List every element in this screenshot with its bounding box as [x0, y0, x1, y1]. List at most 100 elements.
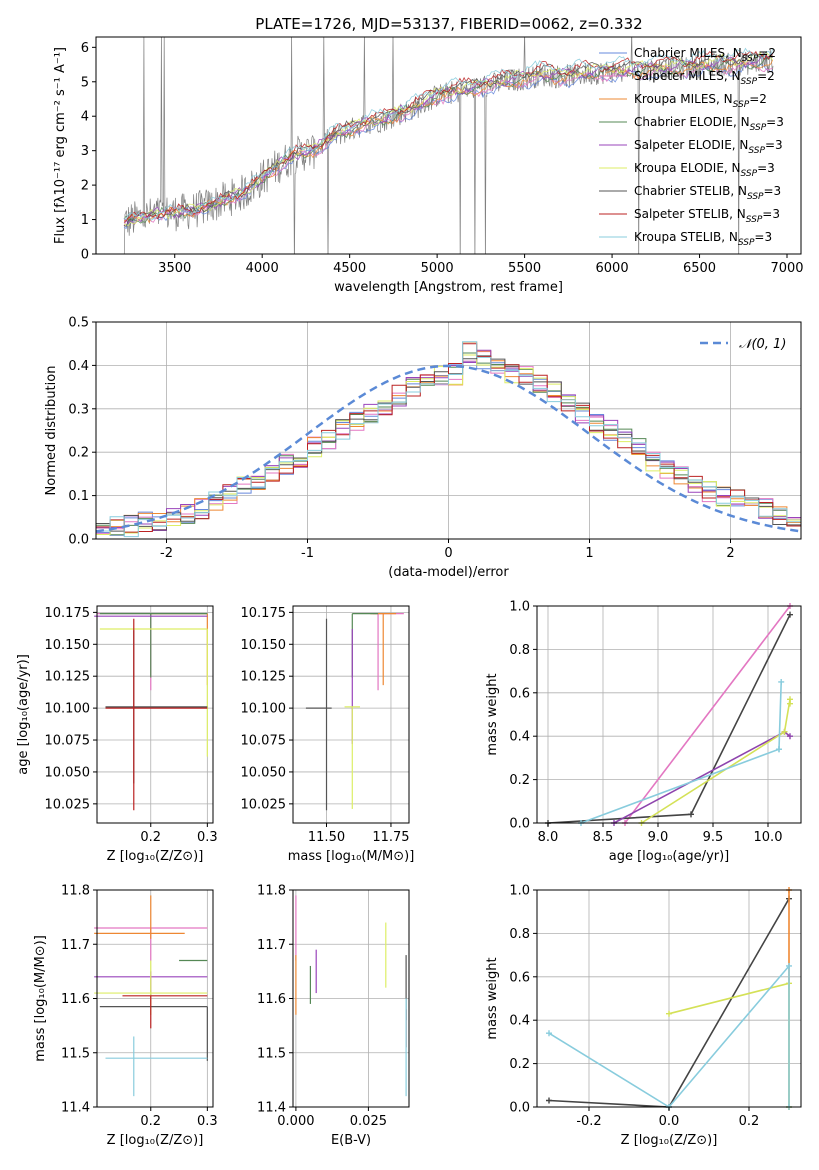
y-axis-label: Normed distribution: [44, 366, 59, 496]
legend-label: Salpeter MILES, NSSP=2: [634, 69, 775, 87]
y-axis-label: age [log₁₀(age/yr)]: [16, 654, 31, 775]
legend-text: Salpeter STELIB, N: [634, 207, 746, 221]
axes-frame: [96, 605, 214, 824]
legend-text: Kroupa ELODIE, N: [634, 161, 741, 175]
legend-text: =3: [765, 138, 783, 152]
y-tick-label: 0.5: [68, 316, 89, 331]
grid-lines: [293, 606, 409, 823]
residual-histogram-panel: -2 -1 0 1 2 0.0 0.1 0.2 0.3 0.4 0.5 (data-model)/er…: [44, 316, 802, 580]
age-vs-metallicity-panel: 0.2 0.3 10.025 10.050 10.075 10.100 10.125 10.1…: [16, 605, 218, 864]
legend-subscript: SSP: [746, 215, 763, 225]
x-tick-label: 3500: [158, 261, 191, 276]
legend-subscript: SSP: [741, 169, 758, 179]
model-spectrum: [123, 61, 773, 230]
legend-subscript: SSP: [750, 123, 767, 133]
y-tick-label: 10.150: [45, 638, 91, 653]
y-tick-label: 11.4: [61, 1101, 90, 1116]
y-tick-label: 10.025: [241, 797, 287, 812]
y-tick-label: 10.075: [45, 734, 91, 749]
weight-line: [624, 605, 791, 824]
model-spectrum: [123, 47, 774, 221]
y-tick-label: 10.075: [241, 734, 287, 749]
x-tick-label: 0.2: [739, 1114, 760, 1129]
x-axis-label: Z [log₁₀(Z/Z⊙)]: [107, 849, 204, 864]
legend-text: =2: [749, 92, 767, 106]
x-axis-label: E(B-V): [331, 1133, 371, 1148]
y-tick-label: 4: [81, 110, 89, 125]
weight-marker: [786, 962, 792, 969]
weight-marker: [778, 678, 785, 685]
x-tick-label: 9.0: [648, 830, 669, 845]
error-bar-point: [344, 706, 361, 809]
x-tick-label: -0.2: [576, 1114, 601, 1129]
x-tick-label: 7000: [770, 261, 803, 276]
error-bar-point: [99, 613, 208, 678]
axes-frame: [292, 605, 410, 824]
legend-text: =3: [754, 230, 772, 244]
y-tick-label: 0.8: [509, 927, 530, 942]
x-tick-label: 11.50: [308, 830, 345, 845]
x-tick-label: 0.3: [197, 1114, 218, 1129]
y-tick-label: 1: [81, 213, 89, 228]
legend-text: =2: [757, 69, 775, 83]
x-tick-label: 0.000: [277, 1114, 314, 1129]
legend-subscript: SSP: [741, 77, 758, 87]
axes: -0.2 0.0 0.2 0.0 0.2 0.4 0.6 0.8 1.0 Z [log₁₀(Z/Z…: [485, 884, 802, 1148]
legend-subscript: SSP: [738, 238, 755, 248]
model-spectrum: [123, 53, 773, 226]
legend-label: Salpeter ELODIE, NSSP=3: [634, 138, 783, 156]
y-tick-label: 6: [81, 41, 89, 56]
y-axis-label: mass weight: [485, 673, 500, 755]
y-tick-label: 0.4: [509, 730, 530, 745]
legend-text: Chabrier MILES, N: [634, 46, 742, 60]
x-tick-label: 0.025: [350, 1114, 387, 1129]
y-tick-label: 0.6: [509, 970, 530, 985]
axes: 8.0 8.5 9.0 9.5 10.0 0.0 0.2 0.4 0.6 0.8 1.0 age [l…: [485, 600, 802, 864]
x-axis-label: age [log₁₀(age/yr)]: [609, 849, 730, 864]
legend-text: =3: [757, 161, 775, 175]
x-tick-label: 0.3: [197, 830, 218, 845]
plot-area: [96, 341, 801, 539]
axes: 3500 4000 4500 5000 5500 6000 6500 7000 0 1 2 3 4 5 6 w…: [53, 36, 804, 295]
weight-line: [580, 681, 782, 824]
legend-label: Kroupa ELODIE, NSSP=3: [634, 161, 775, 179]
legend-text: Salpeter MILES, N: [634, 69, 741, 83]
plot-area: [545, 603, 793, 826]
plot-area: [94, 613, 208, 811]
weight-marker: [688, 811, 694, 818]
legend-subscript: SSP: [733, 100, 750, 110]
x-tick-label: 9.5: [703, 830, 724, 845]
error-bar-point: [150, 613, 208, 686]
x-tick-label: 5000: [421, 261, 454, 276]
axes-frame: [536, 605, 802, 824]
error-bar-point: [370, 613, 397, 686]
histogram-step: [96, 341, 801, 539]
y-tick-label: 10.150: [241, 638, 287, 653]
y-tick-label: 11.8: [61, 884, 90, 899]
weight-line: [547, 614, 791, 824]
y-tick-label: 3: [81, 144, 89, 159]
legend-text: Chabrier ELODIE, N: [634, 115, 750, 129]
y-tick-label: 11.7: [61, 938, 90, 953]
x-tick-label: 0.2: [140, 1114, 161, 1129]
error-bar-point: [105, 618, 208, 811]
weight-marker: [546, 1097, 552, 1104]
legend-text: Kroupa STELIB, N: [634, 230, 738, 244]
error-bar-point: [122, 995, 208, 1029]
plot-area: [295, 895, 407, 1097]
hist-legend: 𝒩(0, 1): [700, 337, 786, 352]
error-bar-point: [94, 895, 185, 939]
spectrum-panel: 3500 4000 4500 5000 5500 6000 6500 7000 0 1 2 3 4 5 6 w…: [53, 36, 804, 295]
legend-subscript: SSP: [742, 54, 759, 64]
legend-text: =3: [766, 115, 784, 129]
x-tick-label: 6000: [596, 261, 629, 276]
weight-marker: [546, 1030, 552, 1037]
grid-lines: [96, 321, 801, 540]
legend-label: Chabrier ELODIE, NSSP=3: [634, 115, 784, 133]
y-tick-label: 0.2: [509, 773, 530, 788]
plot-area: [305, 613, 404, 811]
x-tick-label: 0.0: [659, 1114, 680, 1129]
y-tick-label: 11.7: [257, 938, 286, 953]
y-tick-label: 10.125: [45, 670, 91, 685]
